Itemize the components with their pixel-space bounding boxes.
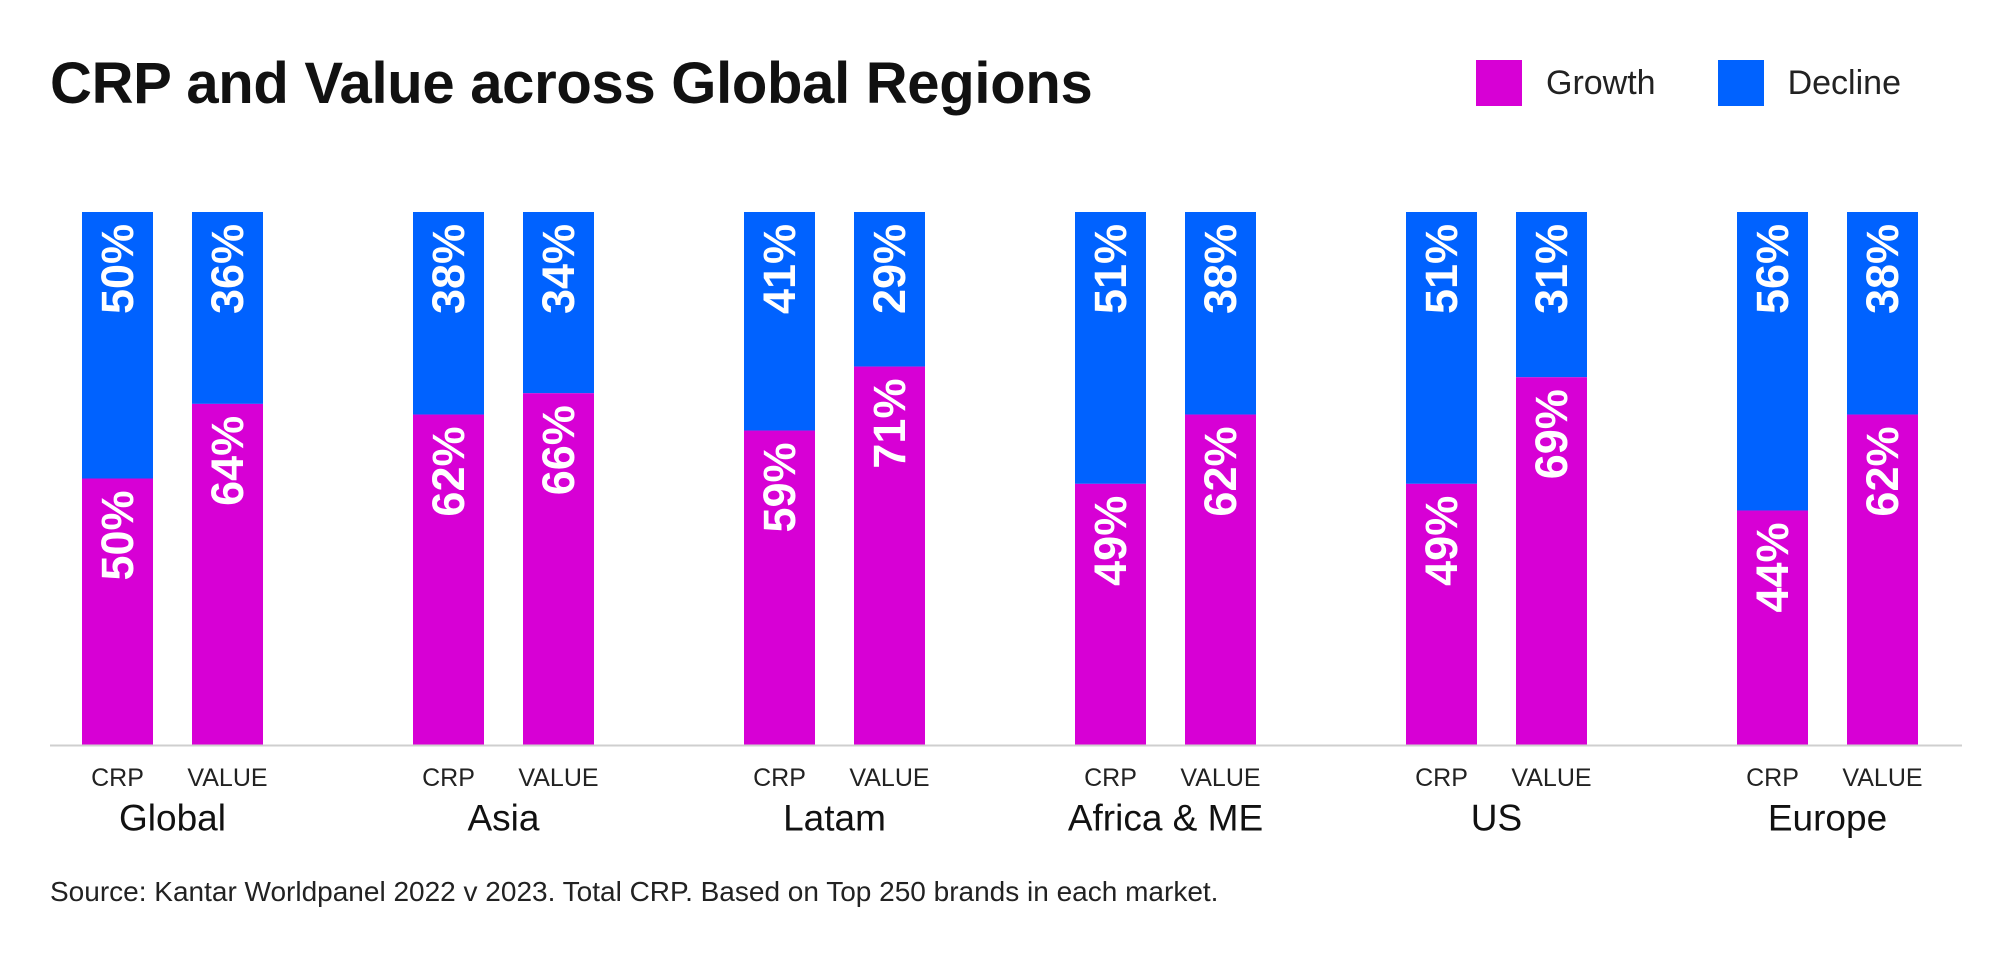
legend-label-decline: Decline <box>1787 63 1901 102</box>
group-label-europe: Europe <box>1768 798 1887 839</box>
data-label-decline-latam-value: 29% <box>864 224 915 314</box>
legend-label-growth: Growth <box>1546 63 1656 102</box>
sub-category-label-us-crp: CRP <box>1415 764 1468 792</box>
group-label-asia: Asia <box>468 798 540 839</box>
data-label-growth-us-value: 69% <box>1526 389 1577 479</box>
group-label-us: US <box>1471 798 1522 839</box>
group-label-latam: Latam <box>783 798 886 839</box>
sub-category-label-asia-value: VALUE <box>518 764 598 792</box>
bar-decline-europe-crp <box>1737 212 1808 511</box>
bar-growth-africa-and-me-crp <box>1075 483 1146 745</box>
sub-category-label-latam-value: VALUE <box>849 764 929 792</box>
data-label-growth-us-crp: 49% <box>1416 496 1467 586</box>
data-label-decline-africa-and-me-value: 38% <box>1195 224 1246 314</box>
bar-decline-africa-and-me-value <box>1185 212 1256 415</box>
legend: Growth Decline <box>1476 60 1963 106</box>
legend-swatch-decline <box>1717 60 1764 106</box>
bar-decline-us-crp <box>1406 212 1477 484</box>
bar-growth-latam-crp <box>744 430 815 745</box>
data-label-decline-global-value: 36% <box>202 224 253 314</box>
data-label-decline-global-crp: 50% <box>92 224 143 314</box>
data-label-decline-asia-crp: 38% <box>423 224 474 314</box>
data-label-growth-africa-and-me-crp: 49% <box>1085 496 1136 586</box>
data-label-decline-africa-and-me-crp: 51% <box>1085 224 1136 314</box>
bar-growth-asia-crp <box>413 414 484 745</box>
legend-item-growth: Growth <box>1476 60 1656 106</box>
data-label-decline-latam-crp: 41% <box>754 224 805 314</box>
bar-decline-latam-value <box>854 212 925 367</box>
data-label-decline-europe-crp: 56% <box>1747 224 1798 314</box>
data-label-decline-us-crp: 51% <box>1416 224 1467 314</box>
data-label-growth-asia-value: 66% <box>533 405 584 495</box>
data-label-growth-asia-crp: 62% <box>423 427 474 517</box>
data-label-growth-europe-crp: 44% <box>1747 522 1798 612</box>
bar-decline-latam-crp <box>744 212 815 431</box>
legend-item-decline: Decline <box>1717 60 1901 106</box>
chart-title: CRP and Value across Global Regions <box>50 51 1093 116</box>
sub-category-label-global-crp: CRP <box>91 764 144 792</box>
data-label-growth-africa-and-me-value: 62% <box>1195 427 1246 517</box>
data-label-growth-latam-crp: 59% <box>754 442 805 532</box>
bar-growth-africa-and-me-value <box>1185 414 1256 745</box>
bar-decline-europe-value <box>1847 212 1918 415</box>
data-label-decline-asia-value: 34% <box>533 224 584 314</box>
bar-decline-global-value <box>192 212 263 404</box>
data-label-growth-europe-value: 62% <box>1857 427 1908 517</box>
bar-growth-europe-crp <box>1737 510 1808 745</box>
bar-growth-latam-value <box>854 366 925 745</box>
sub-category-label-global-value: VALUE <box>187 764 267 792</box>
sub-category-label-latam-crp: CRP <box>753 764 806 792</box>
bar-decline-asia-crp <box>413 212 484 415</box>
bar-growth-us-crp <box>1406 483 1477 745</box>
bar-growth-europe-value <box>1847 414 1918 745</box>
sub-category-label-africa-and-me-value: VALUE <box>1180 764 1260 792</box>
sub-category-label-africa-and-me-crp: CRP <box>1084 764 1137 792</box>
bar-decline-asia-value <box>523 212 594 394</box>
legend-swatch-growth <box>1476 60 1522 106</box>
group-label-africa-and-me: Africa & ME <box>1068 798 1263 839</box>
bar-decline-global-crp <box>82 212 153 479</box>
data-label-growth-global-value: 64% <box>202 416 253 506</box>
bar-decline-africa-and-me-crp <box>1075 212 1146 484</box>
data-label-decline-europe-value: 38% <box>1857 224 1908 314</box>
bar-growth-asia-value <box>523 393 594 745</box>
sub-category-label-europe-crp: CRP <box>1746 764 1799 792</box>
bar-decline-us-value <box>1516 212 1587 378</box>
sub-category-label-us-value: VALUE <box>1511 764 1591 792</box>
data-label-growth-global-crp: 50% <box>92 490 143 580</box>
bar-growth-us-value <box>1516 377 1587 745</box>
data-label-growth-latam-value: 71% <box>864 379 915 469</box>
source-note: Source: Kantar Worldpanel 2022 v 2023. T… <box>50 876 1219 907</box>
bar-growth-global-value <box>192 403 263 745</box>
data-label-decline-us-value: 31% <box>1526 224 1577 314</box>
sub-category-label-europe-value: VALUE <box>1842 764 1922 792</box>
bar-growth-global-crp <box>82 478 153 745</box>
group-label-global: Global <box>119 798 226 839</box>
sub-category-label-asia-crp: CRP <box>422 764 475 792</box>
